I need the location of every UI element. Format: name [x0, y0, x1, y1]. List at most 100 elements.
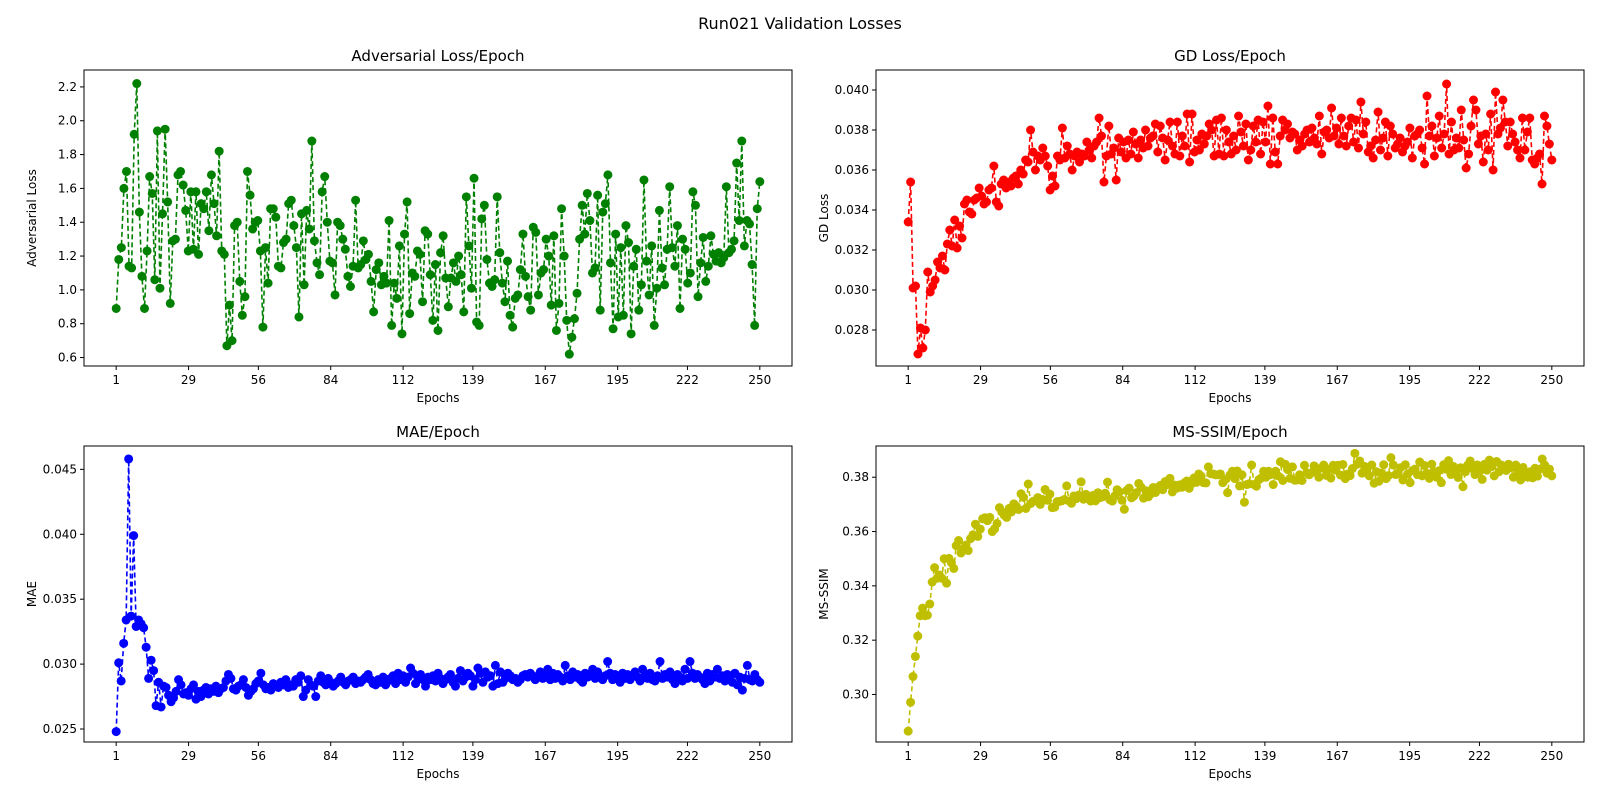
data-point [1216, 113, 1226, 123]
data-point [977, 191, 987, 201]
data-point [289, 221, 299, 231]
data-point [1103, 477, 1113, 487]
data-point [1407, 153, 1417, 163]
y-tick-label: 1.2 [58, 249, 77, 263]
data-point [144, 673, 154, 683]
data-point [608, 324, 618, 334]
data-point [1525, 113, 1535, 123]
data-point [1405, 478, 1415, 488]
data-point [1532, 471, 1542, 481]
x-tick-label: 84 [323, 749, 338, 763]
data-point [1185, 157, 1195, 167]
figure-title: Run021 Validation Losses [698, 14, 902, 33]
data-point [343, 271, 353, 281]
data-point [428, 315, 438, 325]
data-point [1076, 477, 1086, 487]
y-tick-label: 0.036 [835, 163, 869, 177]
data-point [654, 205, 664, 215]
data-point [515, 265, 525, 275]
data-point [397, 329, 407, 339]
x-tick-label: 167 [534, 749, 557, 763]
data-point [1241, 119, 1251, 129]
chart-title: GD Loss/Epoch [1174, 47, 1286, 65]
data-point [1385, 121, 1395, 131]
data-point [150, 275, 160, 285]
data-point [1364, 471, 1374, 481]
data-point [603, 657, 613, 667]
data-point [685, 657, 695, 667]
x-tick-label: 1 [904, 749, 912, 763]
data-point [227, 336, 237, 346]
data-point [690, 200, 700, 210]
data-point [963, 546, 973, 556]
data-point [1535, 149, 1545, 159]
data-point [134, 207, 144, 217]
data-point [226, 673, 236, 683]
data-point [1133, 153, 1143, 163]
data-point [392, 293, 402, 303]
data-point [1100, 488, 1110, 498]
data-point [322, 217, 332, 227]
y-tick-label: 2.2 [58, 80, 77, 94]
data-points [111, 79, 765, 359]
x-tick-label: 112 [1184, 749, 1207, 763]
y-tick-label: 0.028 [835, 323, 869, 337]
data-point [1018, 169, 1028, 179]
data-point [126, 611, 136, 621]
data-point [585, 216, 595, 226]
data-point [490, 275, 500, 285]
x-tick-label: 195 [1398, 749, 1421, 763]
data-point [1229, 131, 1239, 141]
data-point [922, 610, 932, 620]
data-point [114, 658, 124, 668]
data-point [421, 681, 431, 691]
data-point [721, 182, 731, 192]
data-point [955, 221, 965, 231]
data-point [1344, 121, 1354, 131]
data-point [389, 278, 399, 288]
data-point [913, 631, 923, 641]
x-tick-label: 195 [606, 373, 629, 387]
data-point [703, 261, 713, 271]
data-point [1202, 131, 1212, 141]
data-point [1192, 135, 1202, 145]
data-point [616, 243, 626, 253]
data-point [1427, 459, 1437, 469]
x-tick-label: 195 [606, 749, 629, 763]
data-point [949, 563, 959, 573]
data-point [1067, 165, 1077, 175]
x-tick-label: 222 [676, 749, 699, 763]
data-point [338, 234, 348, 244]
data-point [1191, 477, 1201, 487]
data-point [945, 225, 955, 235]
data-point [1074, 157, 1084, 167]
data-point [508, 322, 518, 332]
data-point [1388, 129, 1398, 139]
data-point [1329, 131, 1339, 141]
data-point [1481, 129, 1491, 139]
data-point [1201, 478, 1211, 488]
data-point [533, 290, 543, 300]
data-point [1094, 113, 1104, 123]
data-point [212, 231, 222, 241]
data-point [1275, 131, 1285, 141]
data-point [696, 258, 706, 268]
data-point [742, 660, 752, 670]
data-point [1465, 456, 1475, 466]
data-point [973, 531, 983, 541]
data-point [1287, 462, 1297, 472]
data-point [1223, 488, 1233, 498]
data-point [1544, 139, 1554, 149]
data-point [114, 254, 124, 264]
data-point [1341, 141, 1351, 151]
data-point [302, 205, 312, 215]
chart-title: MAE/Epoch [396, 423, 480, 441]
data-point [1454, 143, 1464, 153]
data-point [232, 217, 242, 227]
data-point [1517, 113, 1527, 123]
data-point [1263, 101, 1273, 111]
data-point [1307, 123, 1317, 133]
data-point [139, 623, 149, 633]
data-point [1237, 470, 1247, 480]
data-point [992, 518, 1002, 528]
